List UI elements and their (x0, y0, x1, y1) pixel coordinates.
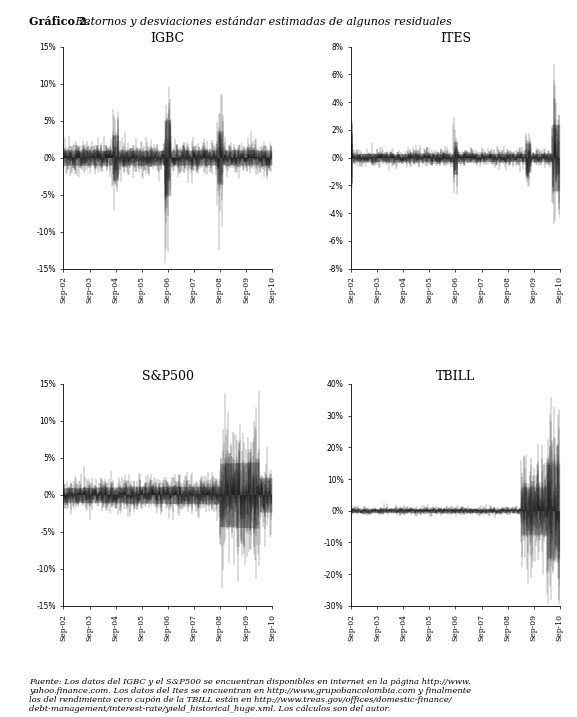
Text: Gráfico 2.: Gráfico 2. (29, 16, 90, 27)
Title: IGBC: IGBC (151, 32, 185, 45)
Title: S&P500: S&P500 (142, 370, 194, 383)
Title: TBILL: TBILL (436, 370, 475, 383)
Text: Fuente: Los datos del IGBC y el S&P500 se encuentran disponibles en internet en : Fuente: Los datos del IGBC y el S&P500 s… (29, 678, 471, 713)
Text: Retornos y desviaciones estándar estimadas de algunos residuales: Retornos y desviaciones estándar estimad… (72, 16, 452, 27)
Title: ITES: ITES (440, 32, 471, 45)
